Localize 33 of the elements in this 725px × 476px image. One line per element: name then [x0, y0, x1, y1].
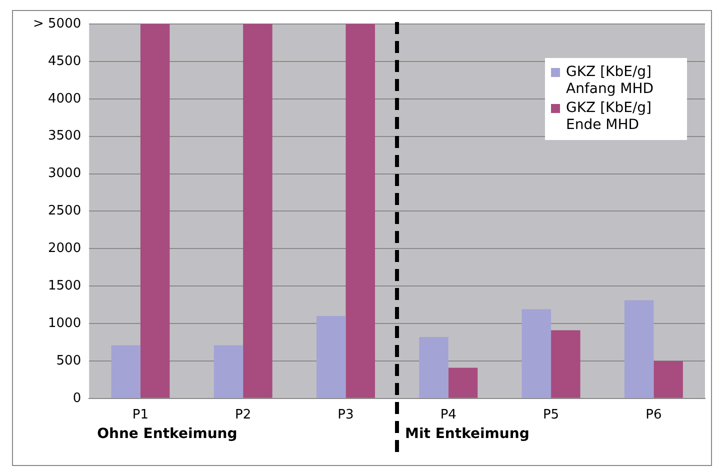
y-tick-label: > 5000 [33, 16, 82, 32]
bar [522, 309, 552, 398]
x-tick-label: P1 [132, 408, 148, 423]
y-tick-label: 3500 [48, 128, 82, 144]
legend-label: GKZ [KbE/g] Anfang MHD [566, 64, 655, 98]
y-tick-label: 2500 [48, 204, 82, 219]
bar [654, 360, 683, 398]
text: Mit Entkeimung [405, 426, 530, 442]
y-tick-label: 1000 [48, 316, 82, 331]
x-tick-label: P4 [440, 408, 456, 423]
bar [624, 300, 654, 398]
x-tick-label: P3 [338, 408, 354, 423]
bar [346, 24, 375, 398]
x-tick-label: P2 [235, 408, 252, 423]
text: Ohne Entkeimung [97, 426, 238, 442]
x-tick-label: P5 [542, 408, 560, 423]
y-tick-label: 0 [72, 390, 82, 406]
bar [214, 345, 244, 398]
y-tick-label: 500 [56, 353, 82, 368]
x-tick-label: P6 [646, 408, 662, 423]
y-tick-label: 3000 [48, 166, 82, 182]
bar [419, 337, 448, 398]
bar [551, 330, 580, 398]
bar [140, 24, 170, 398]
y-tick-label: 4500 [48, 54, 82, 69]
bar [448, 368, 478, 398]
y-tick-label: 2000 [48, 241, 82, 256]
bar [243, 24, 272, 398]
legend-label: GKZ [KbE/g] Ende MHD [566, 100, 653, 134]
bar [316, 316, 346, 398]
bar [111, 345, 140, 398]
y-tick-label: 4000 [48, 91, 82, 106]
y-tick-label: 1500 [48, 278, 82, 294]
